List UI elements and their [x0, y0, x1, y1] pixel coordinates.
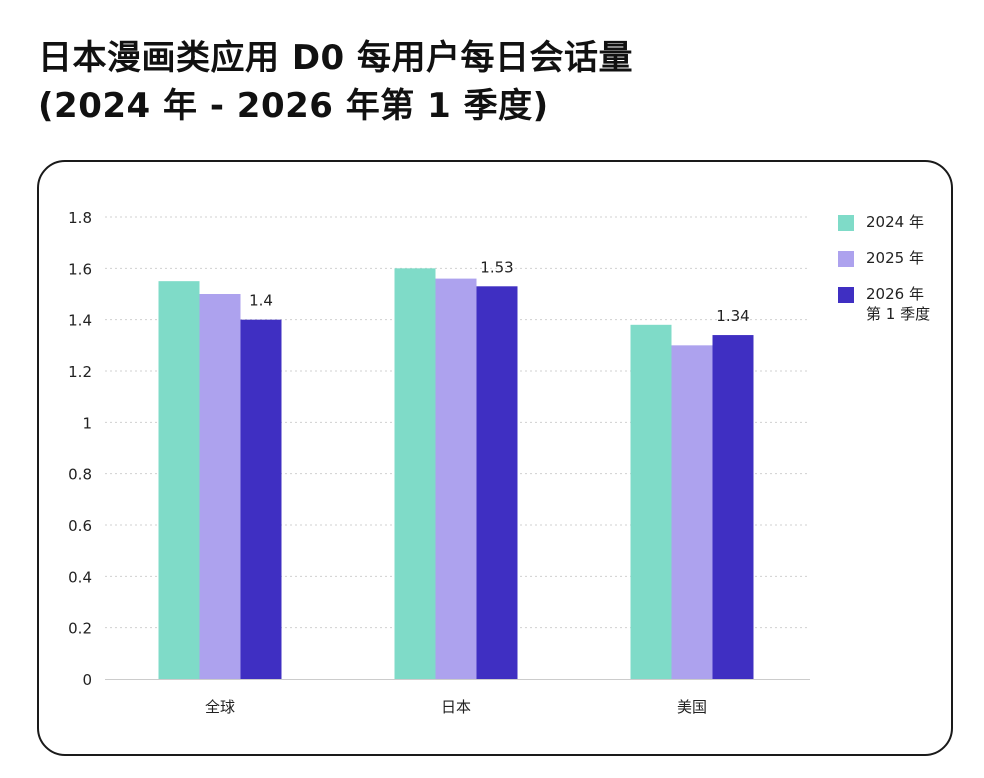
y-tick-label: 1.2: [68, 363, 92, 381]
x-tick-label: 全球: [205, 698, 235, 716]
y-tick-label: 0.4: [68, 568, 92, 586]
x-axis: 全球 日本 美国: [105, 679, 810, 716]
legend-item: 2024 年: [838, 212, 930, 232]
bar: [158, 281, 200, 679]
x-tick-label: 日本: [441, 698, 471, 716]
y-tick-label: 1: [82, 414, 92, 432]
legend: 2024 年 2025 年 2026 年 第 1 季度: [838, 212, 930, 340]
y-tick-label: 0: [82, 671, 92, 689]
bar: [394, 268, 436, 679]
chart-title: 日本漫画类应用 D0 每用户每日会话量 (2024 年 - 2026 年第 1 …: [38, 34, 633, 130]
data-label: 1.34: [716, 307, 749, 325]
legend-swatch: [838, 251, 854, 267]
bar: [712, 335, 754, 679]
legend-swatch: [838, 287, 854, 303]
bars: 1.4 1.53 1.34: [158, 258, 754, 679]
legend-item: 2025 年: [838, 248, 930, 268]
bar: [630, 324, 672, 679]
bar: [671, 345, 713, 679]
chart-title-line1: 日本漫画类应用 D0 每用户每日会话量: [38, 38, 634, 78]
bar: [240, 319, 282, 679]
y-tick-label: 1.6: [68, 260, 92, 278]
legend-label: 2026 年 第 1 季度: [866, 285, 931, 323]
y-tick-label: 1.4: [68, 312, 92, 330]
bar: [199, 294, 241, 679]
y-tick-label: 0.6: [68, 517, 92, 535]
data-label: 1.53: [480, 258, 513, 276]
legend-label: 2025 年: [866, 249, 924, 267]
y-tick-label: 0.2: [68, 620, 92, 638]
x-tick-label: 美国: [677, 698, 707, 716]
legend-label: 2024 年: [866, 213, 924, 231]
bar: [476, 286, 518, 679]
y-tick-label: 1.8: [68, 209, 92, 227]
legend-swatch: [838, 215, 854, 231]
y-tick-label: 0.8: [68, 466, 92, 484]
data-label: 1.4: [249, 292, 273, 310]
legend-item: 2026 年 第 1 季度: [838, 284, 930, 324]
bar: [435, 278, 477, 679]
y-axis: 0 0.2 0.4 0.6 0.8 1 1.2 1.4 1.6 1.8: [68, 209, 92, 689]
chart-title-line2: (2024 年 - 2026 年第 1 季度): [38, 86, 549, 126]
